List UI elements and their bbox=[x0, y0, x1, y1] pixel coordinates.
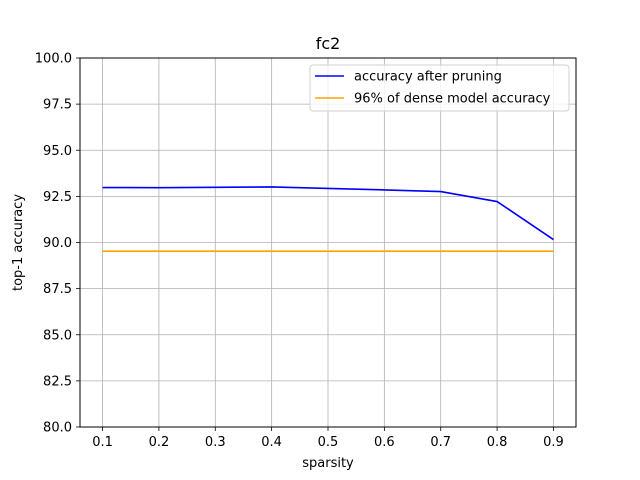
x-tick-label: 0.3 bbox=[205, 435, 226, 450]
x-axis-ticks: 0.1 0.2 0.3 0.4 0.5 0.6 0.7 0.8 0.9 bbox=[92, 427, 564, 450]
y-tick-label: 87.5 bbox=[43, 282, 72, 297]
y-tick-label: 92.5 bbox=[43, 190, 72, 205]
y-tick-label: 95.0 bbox=[43, 144, 72, 159]
chart-title: fc2 bbox=[316, 34, 341, 53]
y-tick-label: 85.0 bbox=[43, 328, 72, 343]
legend-label: 96% of dense model accuracy bbox=[354, 92, 551, 107]
x-tick-label: 0.6 bbox=[374, 435, 395, 450]
legend: accuracy after pruning 96% of dense model… bbox=[309, 64, 570, 112]
x-tick-label: 0.7 bbox=[430, 435, 451, 450]
x-tick-label: 0.4 bbox=[261, 435, 282, 450]
x-tick-label: 0.9 bbox=[543, 435, 564, 450]
legend-label: accuracy after pruning bbox=[354, 70, 502, 85]
y-axis-label: top-1 accuracy bbox=[11, 194, 26, 291]
series-line-0 bbox=[102, 186, 554, 241]
series-layer bbox=[102, 186, 554, 252]
x-tick-label: 0.8 bbox=[487, 435, 508, 450]
y-axis-ticks: 80.0 82.5 85.0 87.5 90.0 92.5 95.0 97.5 100.0 bbox=[35, 52, 80, 436]
y-tick-label: 100.0 bbox=[35, 52, 72, 67]
x-tick-label: 0.2 bbox=[149, 435, 170, 450]
y-tick-label: 90.0 bbox=[43, 236, 72, 251]
y-tick-label: 80.0 bbox=[43, 421, 72, 436]
x-tick-label: 0.1 bbox=[92, 435, 113, 450]
y-tick-label: 97.5 bbox=[43, 98, 72, 113]
y-tick-label: 82.5 bbox=[43, 374, 72, 389]
legend-box bbox=[309, 64, 570, 112]
x-tick-label: 0.5 bbox=[318, 435, 339, 450]
x-axis-label: sparsity bbox=[302, 456, 354, 471]
